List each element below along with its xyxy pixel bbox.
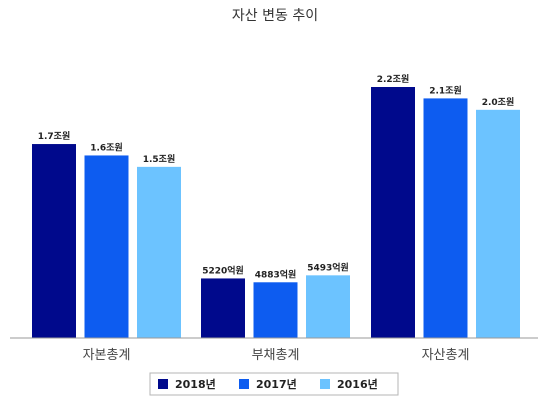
- data-label-3-2: 2.1조원: [429, 84, 462, 96]
- data-label-3-3: 2.0조원: [482, 96, 515, 108]
- data-label-1-2: 1.6조원: [90, 141, 123, 153]
- data-label-2-1: 5220억원: [202, 264, 244, 276]
- bar-1-2: [84, 155, 129, 338]
- data-label-2-3: 5493억원: [307, 261, 349, 273]
- bar-3-2: [423, 98, 468, 338]
- category-label-3: 자산총계: [422, 348, 470, 363]
- legend-label-2: 2017년: [256, 377, 297, 391]
- legend-label-3: 2016년: [337, 377, 378, 391]
- legend-frame: [149, 372, 399, 396]
- bar-3-3: [476, 109, 520, 339]
- bar-1-1: [32, 144, 76, 338]
- data-label-3-1: 2.2조원: [377, 73, 410, 85]
- data-label-1-1: 1.7조원: [38, 130, 71, 142]
- data-label-2-2: 4883억원: [255, 268, 297, 280]
- bar-2-2: [253, 282, 298, 338]
- legend-swatch-2: [239, 379, 249, 389]
- category-label-2: 부채총계: [252, 348, 300, 363]
- legend: 2018년 2017년 2016년: [149, 372, 399, 396]
- category-label-1: 자본총계: [83, 348, 131, 363]
- legend-swatch-3: [320, 379, 330, 389]
- bars-layer: [32, 87, 520, 339]
- data-labels-layer: 1.7조원 1.6조원 1.5조원 5220억원 4883억원 5493억원 2.2조원 2.…: [38, 73, 515, 280]
- bar-3-1: [371, 87, 415, 338]
- chart-title: 자산 변동 추이: [232, 8, 318, 24]
- category-labels-layer: 자본총계 부채총계 자산총계: [83, 348, 470, 363]
- legend-label-1: 2018년: [175, 377, 216, 391]
- bar-1-3: [137, 166, 181, 338]
- legend-swatch-1: [158, 379, 168, 389]
- data-label-1-3: 1.5조원: [143, 153, 176, 165]
- bar-2-3: [306, 275, 350, 338]
- bar-2-1: [201, 278, 245, 338]
